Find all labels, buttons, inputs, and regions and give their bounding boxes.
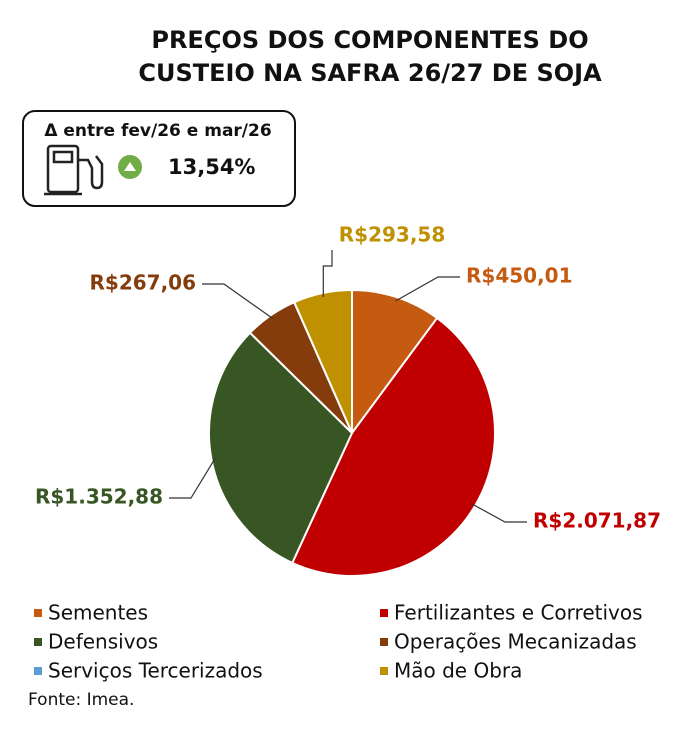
up-arrow: [124, 162, 136, 171]
pie-slice: [208, 331, 354, 565]
fuel-icon: [44, 144, 104, 196]
chart-title: PREÇOS DOS COMPONENTES DO CUSTEIO NA SAF…: [138, 26, 602, 87]
leader-line: [395, 276, 460, 302]
info-label: Δ entre fev/26 e mar/26: [44, 121, 271, 141]
source: Fonte: Imea.: [28, 690, 134, 710]
legend-label: Fertilizantes e Corretivos: [394, 601, 643, 625]
pie-slice: [351, 288, 439, 437]
legend-swatch: [34, 609, 42, 617]
data-label: R$293,58: [339, 223, 446, 247]
leader-line: [202, 283, 274, 320]
info-value: 13,54%: [168, 155, 255, 179]
data-label: R$2.071,87: [533, 509, 661, 533]
data-label: R$1.352,88: [35, 485, 163, 509]
data-label: R$267,06: [90, 271, 197, 295]
legend-label: Operações Mecanizadas: [394, 630, 637, 654]
legend-swatch: [34, 638, 42, 646]
leader-line: [471, 503, 527, 523]
legend-label: Mão de Obra: [394, 659, 522, 683]
legend-swatch: [34, 667, 42, 675]
legend-swatch: [380, 609, 388, 617]
leader-line: [169, 457, 216, 499]
legend-label: Serviços Tercerizados: [48, 659, 263, 683]
legend-label: Defensivos: [48, 630, 158, 654]
legend-swatch: [380, 638, 388, 646]
data-label: R$450,01: [466, 264, 573, 288]
pie-slice: [292, 288, 353, 434]
legend-label: Sementes: [48, 601, 148, 625]
legend-swatch: [380, 667, 388, 675]
leader-line: [322, 250, 333, 297]
